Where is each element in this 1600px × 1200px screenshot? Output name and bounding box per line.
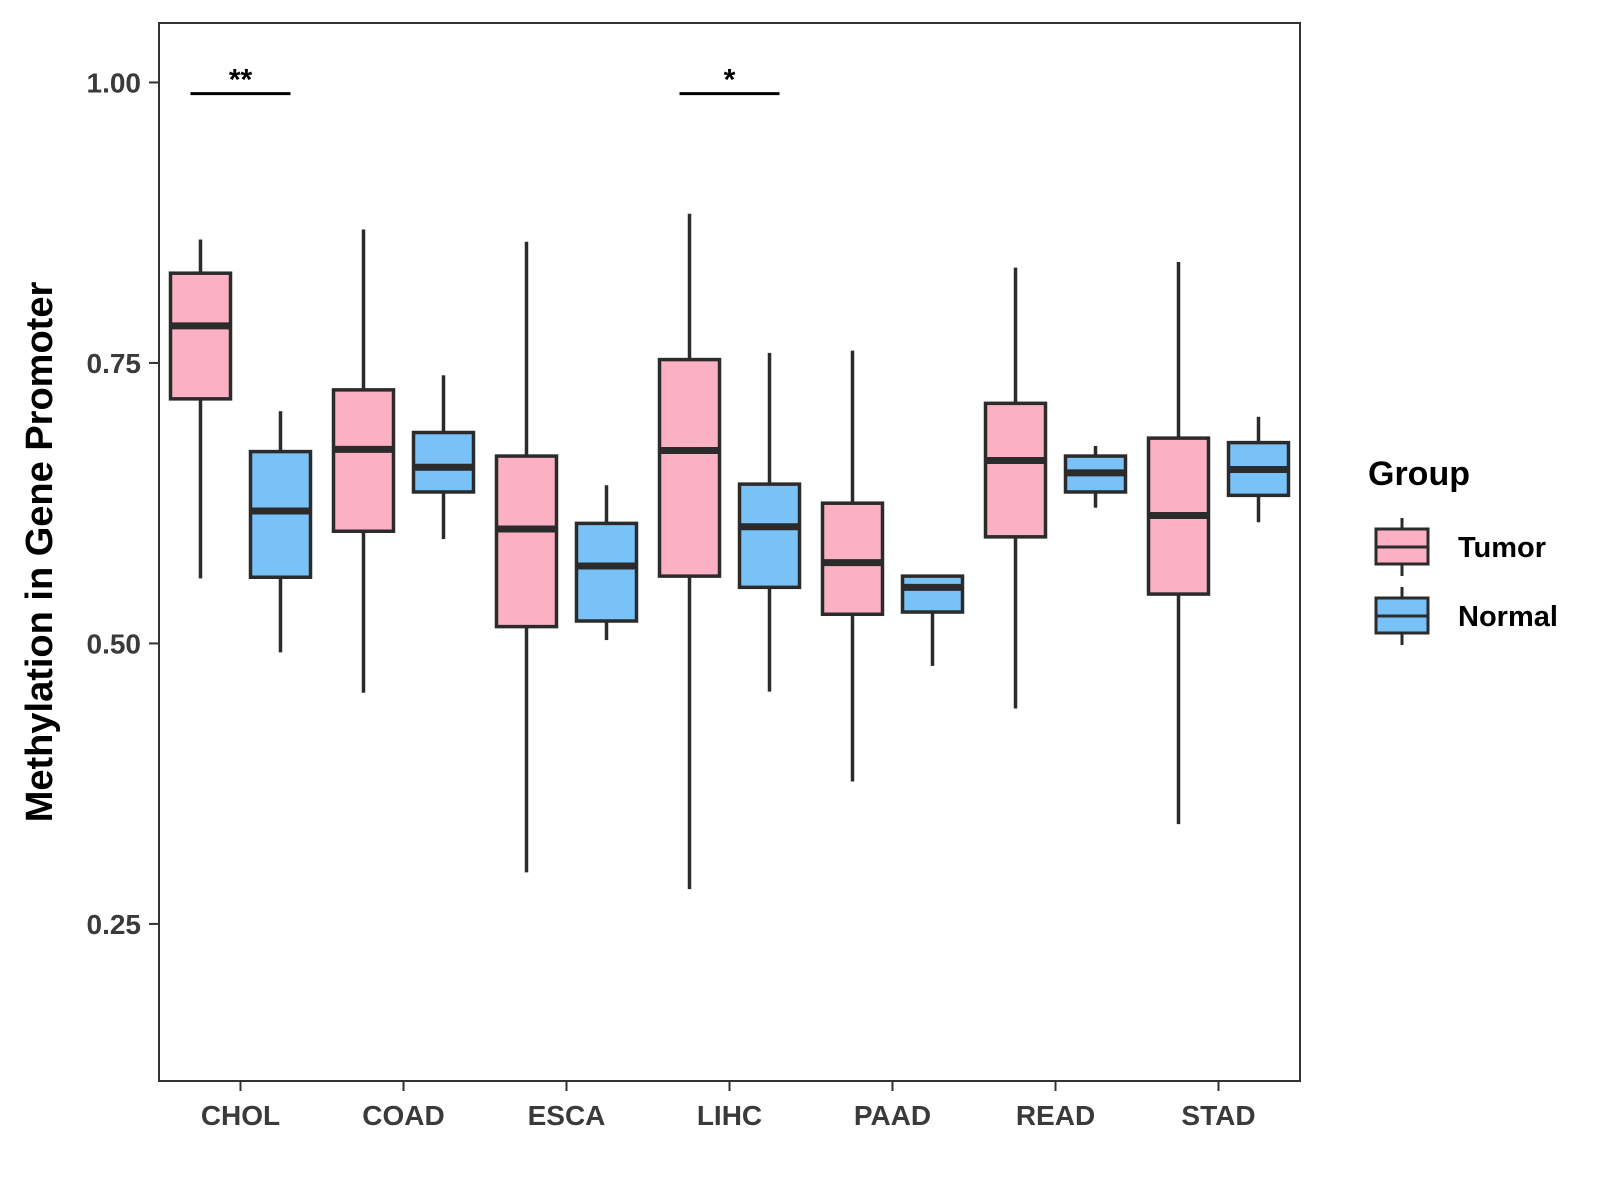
box-tumor-coad	[331, 229, 396, 693]
box-normal-paad	[900, 574, 965, 666]
x-tick-label: CHOL	[201, 1100, 280, 1131]
y-axis-title: Methylation in Gene Promoter	[19, 282, 61, 823]
x-axis: CHOL COAD ESCA LIHC PAAD READ STAD	[201, 1081, 1256, 1131]
box-body	[900, 574, 965, 614]
box-tumor-lihc	[657, 213, 722, 890]
x-tick-label: READ	[1016, 1100, 1095, 1131]
significance-annotations: ** *	[190, 64, 780, 97]
box-body	[411, 430, 476, 494]
box-normal-read	[1063, 445, 1128, 508]
box-body	[820, 501, 885, 617]
y-axis: 0.25 0.50 0.75 1.00	[87, 67, 159, 940]
box-tumor-read	[983, 267, 1048, 709]
y-tick-label: 0.50	[87, 628, 142, 659]
box-tumor-stad	[1146, 261, 1211, 825]
y-tick-label: 0.75	[87, 348, 142, 379]
x-tick-label: ESCA	[528, 1100, 606, 1131]
x-tick-label: LIHC	[697, 1100, 762, 1131]
box-body	[168, 271, 233, 401]
legend: Group Tumor Normal	[1368, 455, 1558, 645]
box-body	[657, 357, 722, 578]
box-body	[983, 401, 1048, 539]
box-body	[737, 482, 802, 590]
box-tumor-chol	[168, 239, 233, 579]
legend-label-tumor: Tumor	[1458, 532, 1546, 564]
box-body	[494, 454, 559, 629]
box-normal-esca	[574, 485, 639, 641]
x-tick-label: PAAD	[854, 1100, 931, 1131]
significance-label: *	[724, 64, 736, 97]
box-marks	[168, 213, 1291, 890]
box-normal-chol	[248, 411, 313, 653]
x-tick-label: STAD	[1181, 1100, 1255, 1131]
box-body	[331, 388, 396, 533]
box-normal-stad	[1226, 416, 1291, 523]
x-tick-label: COAD	[362, 1100, 444, 1131]
box-normal-lihc	[737, 352, 802, 692]
legend-label-normal: Normal	[1458, 601, 1558, 633]
box-normal-coad	[411, 375, 476, 540]
legend-item-tumor: Tumor	[1374, 518, 1546, 576]
significance-label: **	[229, 64, 253, 97]
box-body	[574, 521, 639, 623]
legend-title: Group	[1368, 455, 1470, 493]
y-tick-label: 1.00	[87, 67, 142, 98]
y-tick-label: 0.25	[87, 909, 142, 940]
legend-item-normal: Normal	[1374, 587, 1558, 645]
box-tumor-paad	[820, 350, 885, 782]
box-tumor-esca	[494, 241, 559, 873]
